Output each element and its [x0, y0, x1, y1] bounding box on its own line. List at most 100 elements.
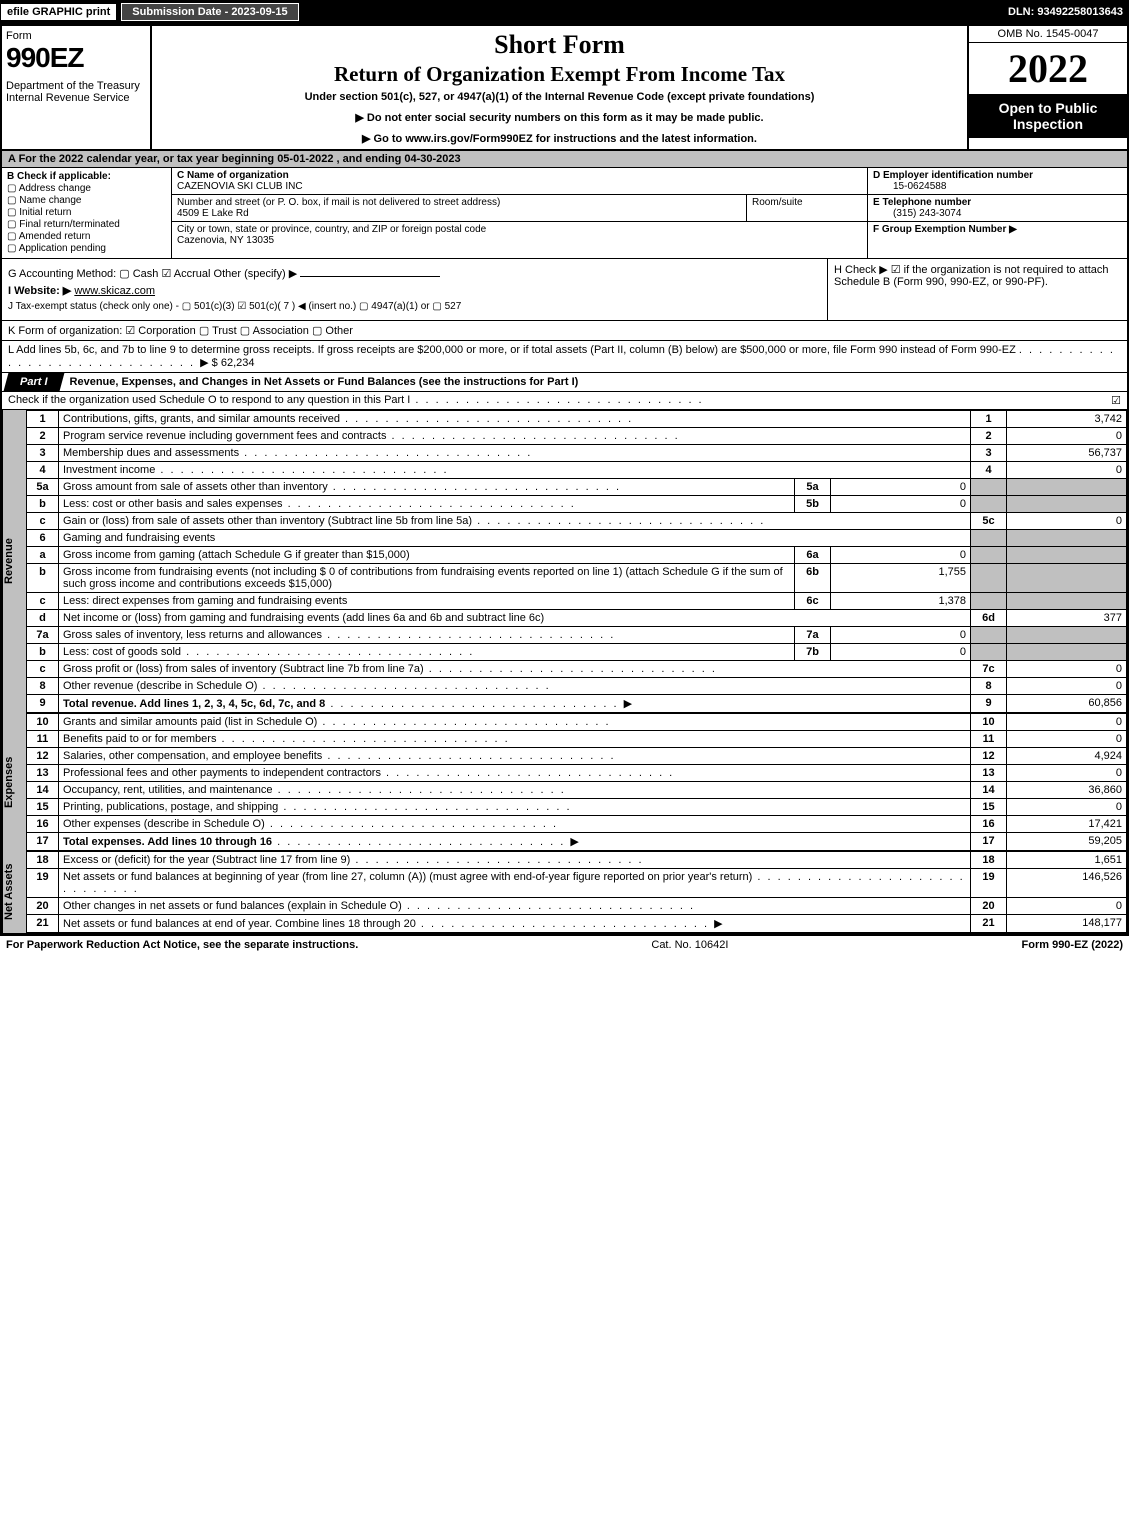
group-exemption-cell: F Group Exemption Number ▶: [868, 222, 1127, 237]
part-1-tab: Part I: [4, 373, 64, 391]
line-6d: dNet income or (loss) from gaming and fu…: [27, 610, 1127, 627]
line-6c: cLess: direct expenses from gaming and f…: [27, 593, 1127, 610]
subtitle: Under section 501(c), 527, or 4947(a)(1)…: [160, 91, 959, 103]
chk-application-pending[interactable]: Application pending: [7, 243, 166, 254]
line-20: 20Other changes in net assets or fund ba…: [27, 898, 1127, 915]
line-2: 2Program service revenue including gover…: [27, 428, 1127, 445]
line-5a: 5aGross amount from sale of assets other…: [27, 479, 1127, 496]
form-word: Form: [6, 30, 146, 42]
top-bar: efile GRAPHIC print Submission Date - 20…: [0, 0, 1129, 24]
title-return: Return of Organization Exempt From Incom…: [160, 62, 959, 87]
line-15: 15Printing, publications, postage, and s…: [27, 799, 1127, 816]
g-other-input[interactable]: [300, 276, 440, 277]
line-8: 8Other revenue (describe in Schedule O)8…: [27, 678, 1127, 695]
line-5b: bLess: cost or other basis and sales exp…: [27, 496, 1127, 513]
open-to-public: Open to Public Inspection: [969, 94, 1127, 138]
line-14: 14Occupancy, rent, utilities, and mainte…: [27, 782, 1127, 799]
i-label: I Website: ▶: [8, 285, 71, 297]
group-exemption-label: F Group Exemption Number ▶: [873, 224, 1017, 235]
org-name-cell: C Name of organization CAZENOVIA SKI CLU…: [172, 168, 867, 195]
part-1-check-row: Check if the organization used Schedule …: [2, 392, 1127, 410]
b-header: B Check if applicable:: [7, 171, 166, 182]
line-7b: bLess: cost of goods sold7b0: [27, 644, 1127, 661]
net-assets-label: Net Assets: [2, 851, 26, 933]
header-left: Form 990EZ Department of the Treasury In…: [2, 26, 152, 149]
chk-name-change[interactable]: Name change: [7, 195, 166, 206]
header-middle: Short Form Return of Organization Exempt…: [152, 26, 967, 149]
street-value: 4509 E Lake Rd: [177, 208, 741, 219]
line-7a: 7aGross sales of inventory, less returns…: [27, 627, 1127, 644]
section-b-c-d-e-f: B Check if applicable: Address change Na…: [2, 168, 1127, 259]
footer-left: For Paperwork Reduction Act Notice, see …: [6, 939, 358, 951]
room-cell: Room/suite: [747, 195, 867, 221]
page-footer: For Paperwork Reduction Act Notice, see …: [0, 935, 1129, 954]
org-name-label: C Name of organization: [177, 170, 862, 181]
i-website: I Website: ▶ www.skicaz.com: [8, 284, 821, 297]
form-header: Form 990EZ Department of the Treasury In…: [2, 26, 1127, 151]
line-16: 16Other expenses (describe in Schedule O…: [27, 816, 1127, 833]
form-990ez: Form 990EZ Department of the Treasury In…: [0, 24, 1129, 935]
omb-number: OMB No. 1545-0047: [969, 26, 1127, 43]
phone-label: E Telephone number: [873, 197, 1122, 208]
revenue-table: 1Contributions, gifts, grants, and simil…: [26, 410, 1127, 713]
line-4: 4Investment income40: [27, 462, 1127, 479]
instructions-link[interactable]: ▶ Go to www.irs.gov/Form990EZ for instru…: [160, 132, 959, 145]
form-number: 990EZ: [6, 42, 146, 74]
h-text: H Check ▶ ☑ if the organization is not r…: [834, 264, 1109, 288]
col-c-org-info: C Name of organization CAZENOVIA SKI CLU…: [172, 168, 867, 258]
section-g-h-i-j: G Accounting Method: ▢ Cash ☑ Accrual Ot…: [2, 259, 1127, 321]
footer-cat-no: Cat. No. 10642I: [358, 939, 1021, 951]
part-1-header: Part I Revenue, Expenses, and Changes in…: [2, 373, 1127, 392]
footer-form-id: Form 990-EZ (2022): [1022, 939, 1123, 951]
line-19: 19Net assets or fund balances at beginni…: [27, 869, 1127, 898]
line-3: 3Membership dues and assessments356,737: [27, 445, 1127, 462]
street-cell: Number and street (or P. O. box, if mail…: [172, 195, 747, 221]
dln: DLN: 93492258013643: [1002, 4, 1129, 20]
chk-address-change[interactable]: Address change: [7, 183, 166, 194]
part-1-checkbox[interactable]: [1111, 394, 1121, 407]
chk-initial-return[interactable]: Initial return: [7, 207, 166, 218]
line-1: 1Contributions, gifts, grants, and simil…: [27, 411, 1127, 428]
chk-amended-return[interactable]: Amended return: [7, 231, 166, 242]
expenses-label: Expenses: [2, 713, 26, 851]
k-form-of-organization: K Form of organization: ☑ Corporation ▢ …: [2, 321, 1127, 341]
line-13: 13Professional fees and other payments t…: [27, 765, 1127, 782]
g-text: G Accounting Method: ▢ Cash ☑ Accrual Ot…: [8, 268, 297, 280]
part-1-check-text: Check if the organization used Schedule …: [8, 394, 1111, 407]
l-gross-receipts: L Add lines 5b, 6c, and 7b to line 9 to …: [2, 341, 1127, 373]
city-label: City or town, state or province, country…: [177, 224, 862, 235]
net-assets-table: 18Excess or (deficit) for the year (Subt…: [26, 851, 1127, 933]
efile-print-button[interactable]: efile GRAPHIC print: [0, 3, 117, 21]
k-text: K Form of organization: ☑ Corporation ▢ …: [8, 325, 353, 337]
line-6a: aGross income from gaming (attach Schedu…: [27, 547, 1127, 564]
line-6: 6Gaming and fundraising events: [27, 530, 1127, 547]
col-d-e-f: D Employer identification number 15-0624…: [867, 168, 1127, 258]
expenses-section: Expenses 10Grants and similar amounts pa…: [2, 713, 1127, 851]
line-11: 11Benefits paid to or for members110: [27, 731, 1127, 748]
line-5c: cGain or (loss) from sale of assets othe…: [27, 513, 1127, 530]
line-21: 21Net assets or fund balances at end of …: [27, 915, 1127, 933]
org-name-value: CAZENOVIA SKI CLUB INC: [177, 181, 862, 192]
part-1-title: Revenue, Expenses, and Changes in Net As…: [62, 376, 579, 388]
col-b-checkboxes: B Check if applicable: Address change Na…: [2, 168, 172, 258]
room-label: Room/suite: [752, 197, 862, 208]
street-label: Number and street (or P. O. box, if mail…: [177, 197, 741, 208]
line-17: 17Total expenses. Add lines 10 through 1…: [27, 833, 1127, 851]
revenue-section: Revenue 1Contributions, gifts, grants, a…: [2, 410, 1127, 713]
line-18: 18Excess or (deficit) for the year (Subt…: [27, 852, 1127, 869]
net-assets-section: Net Assets 18Excess or (deficit) for the…: [2, 851, 1127, 933]
line-10: 10Grants and similar amounts paid (list …: [27, 714, 1127, 731]
chk-final-return[interactable]: Final return/terminated: [7, 219, 166, 230]
warning-ssn: ▶ Do not enter social security numbers o…: [160, 111, 959, 124]
submission-date: Submission Date - 2023-09-15: [121, 3, 298, 21]
title-short-form: Short Form: [160, 30, 959, 60]
phone-cell: E Telephone number (315) 243-3074: [868, 195, 1127, 222]
ein-label: D Employer identification number: [873, 170, 1122, 181]
row-a-tax-year: A For the 2022 calendar year, or tax yea…: [2, 151, 1127, 168]
j-tax-exempt-status: J Tax-exempt status (check only one) - ▢…: [8, 301, 821, 312]
ein-value: 15-0624588: [873, 181, 1122, 192]
header-right: OMB No. 1545-0047 2022 Open to Public In…: [967, 26, 1127, 149]
line-12: 12Salaries, other compensation, and empl…: [27, 748, 1127, 765]
website-link[interactable]: www.skicaz.com: [74, 285, 155, 297]
phone-value: (315) 243-3074: [873, 208, 1122, 219]
